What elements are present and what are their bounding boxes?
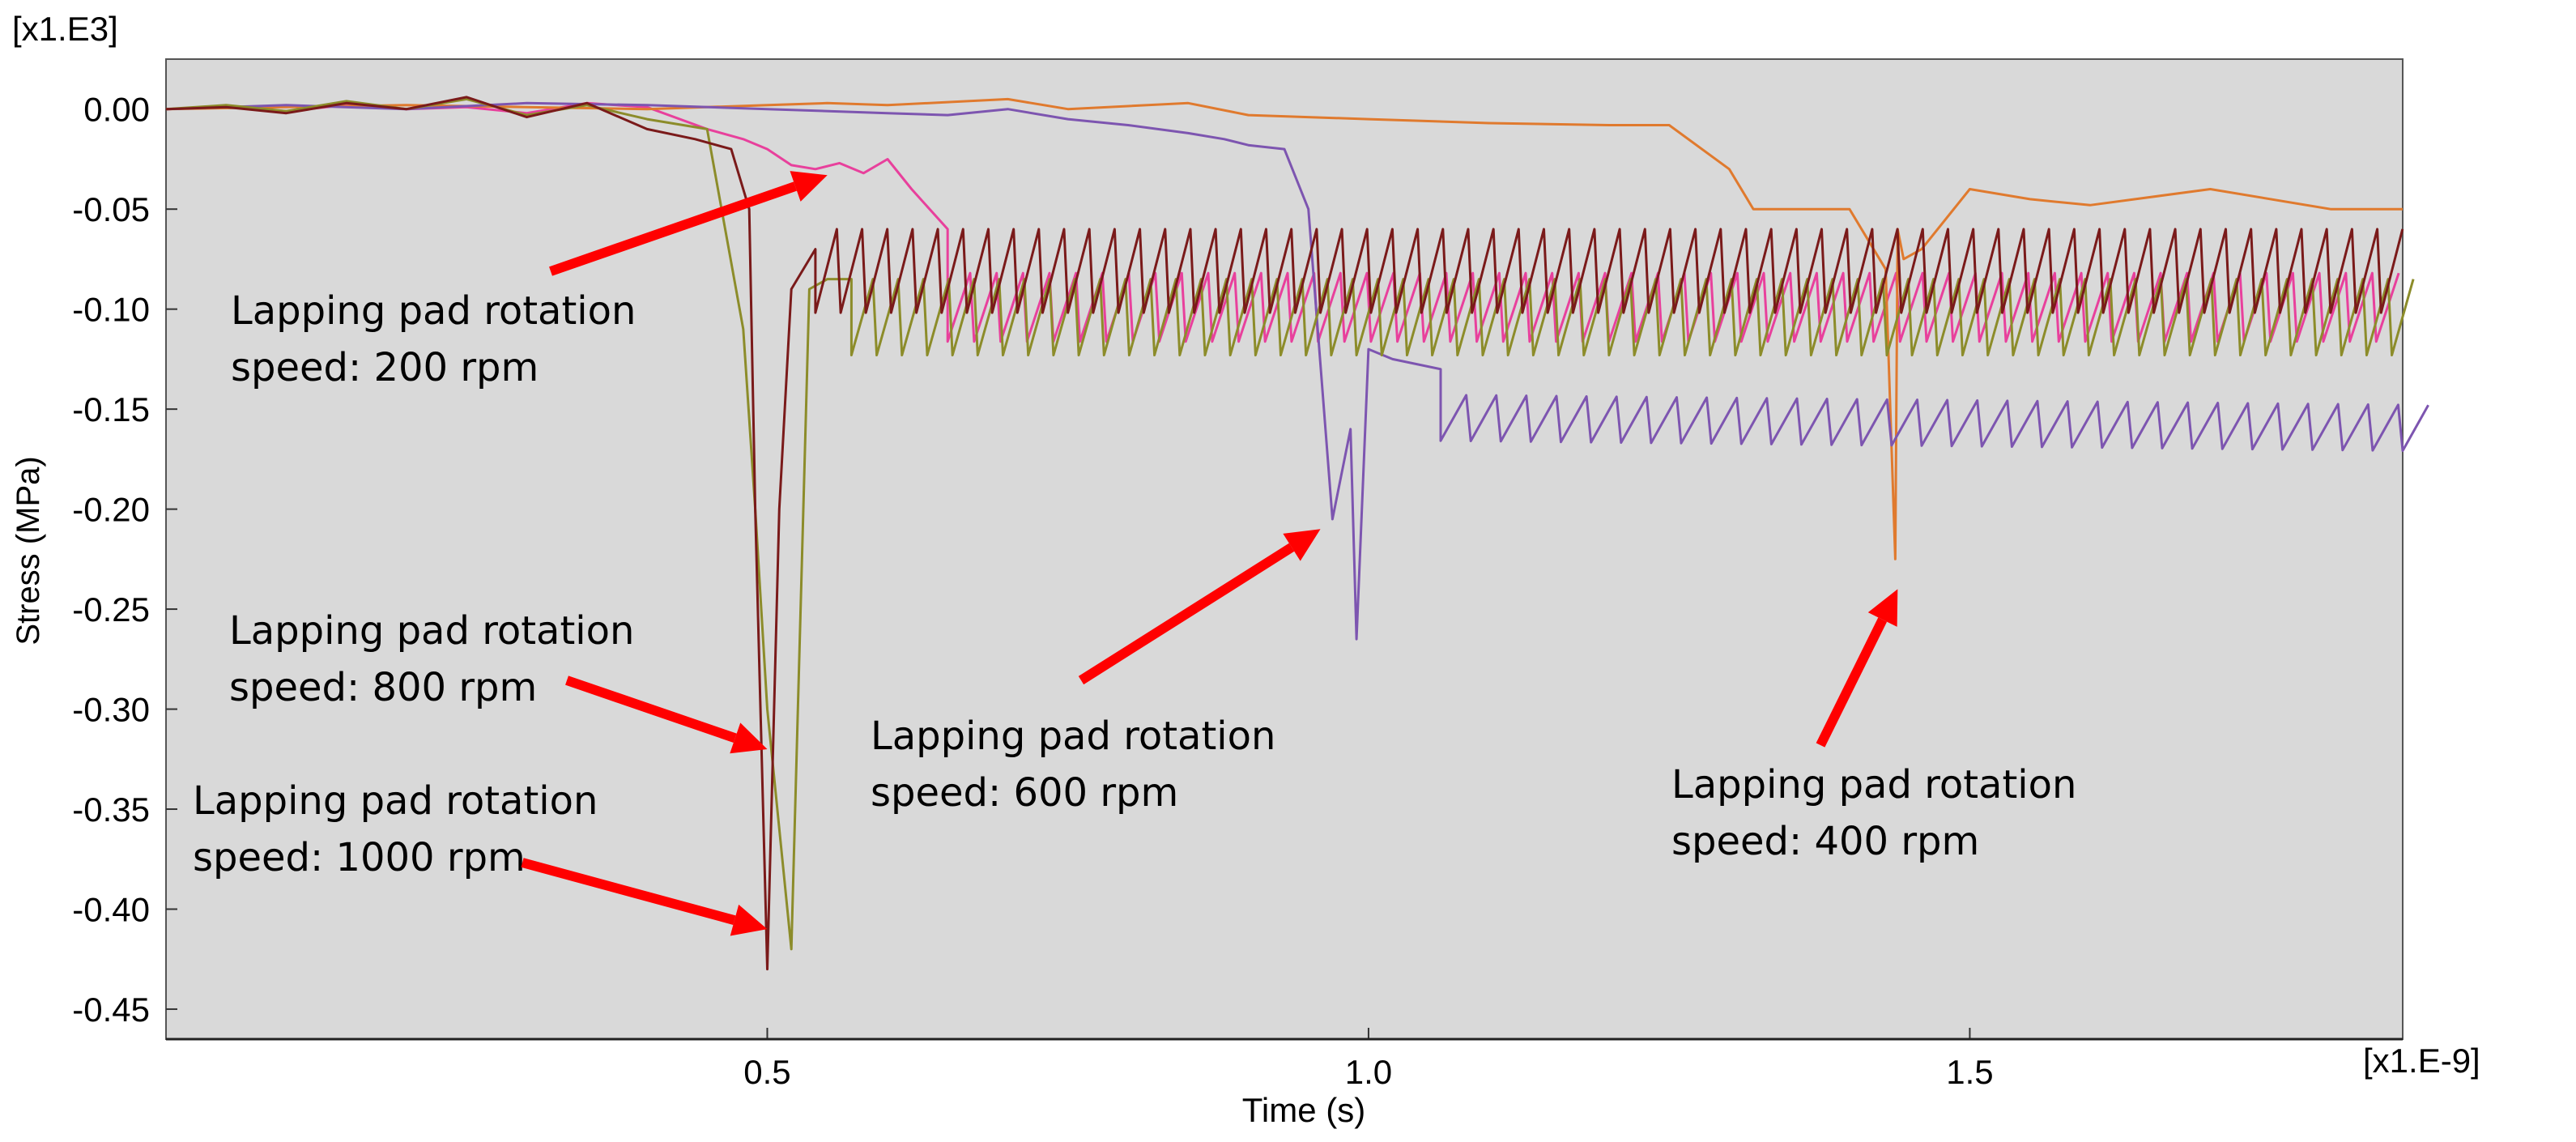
annotation-arrowhead [1867,589,1898,627]
series-layer [165,96,2429,971]
annotation-arrow [565,675,737,743]
series-line-speed-1000-rpm [165,96,2404,971]
series-line-speed-400-rpm [165,97,2403,560]
series-line-speed-600-rpm [165,101,2429,641]
series-line-speed-200-rpm [165,101,2400,343]
y-tick-label: -0.40 [72,890,150,928]
y-tick-label: -0.30 [72,691,150,729]
y-tick-label: -0.20 [72,491,150,529]
annotation-line2: speed: 600 rpm [871,770,1178,816]
x-tick-label: 1.0 [1345,1053,1392,1091]
annotation-line1: Lapping pad rotation [1671,762,2076,807]
annotation-arrowhead [730,722,768,754]
y-tick-label: -0.10 [72,291,150,329]
axes: 0.00 -0.05 -0.10 -0.15 -0.20 -0.25 -0.30 -0.35 -… [72,91,2403,1091]
annotations-layer: Lapping pad rotation speed: 200 rpm Lappin… [193,171,2076,936]
annotation-line1: Lapping pad rotation [193,778,598,824]
y-tick-label: 0.00 [83,91,150,129]
y-tick-label: -0.25 [72,590,150,629]
annotation-arrowhead [790,171,828,202]
y-tick-label: -0.35 [72,790,150,829]
y-tick-label: -0.45 [72,991,150,1029]
annotation-line1: Lapping pad rotation [229,608,634,654]
annotation-arrow [1078,543,1295,685]
x-axis-multiplier: [x1.E-9] [2363,1042,2480,1080]
annotation-line2: speed: 400 rpm [1671,819,1979,864]
annotation-line2: speed: 1000 rpm [193,835,526,880]
annotation-line1: Lapping pad rotation [231,288,636,334]
x-axis-label: Time (s) [1242,1091,1365,1129]
y-tick-label: -0.15 [72,390,150,428]
x-tick-label: 1.5 [1946,1053,1993,1091]
annotation-arrow [1816,617,1888,748]
series-line-speed-800-rpm [165,97,2415,951]
annotation-line1: Lapping pad rotation [871,714,1275,759]
annotation-arrowhead [730,904,768,936]
y-tick-label: -0.05 [72,190,150,228]
annotation-line2: speed: 200 rpm [231,345,539,390]
annotation-arrow [549,181,798,276]
y-axis-multiplier: [x1.E3] [12,10,118,48]
annotation-arrow [521,858,736,925]
x-tick-label: 0.5 [743,1053,790,1091]
annotation-arrowhead [1283,529,1321,561]
y-axis-label: Stress (MPa) [11,456,46,645]
annotation-line2: speed: 800 rpm [229,665,537,710]
